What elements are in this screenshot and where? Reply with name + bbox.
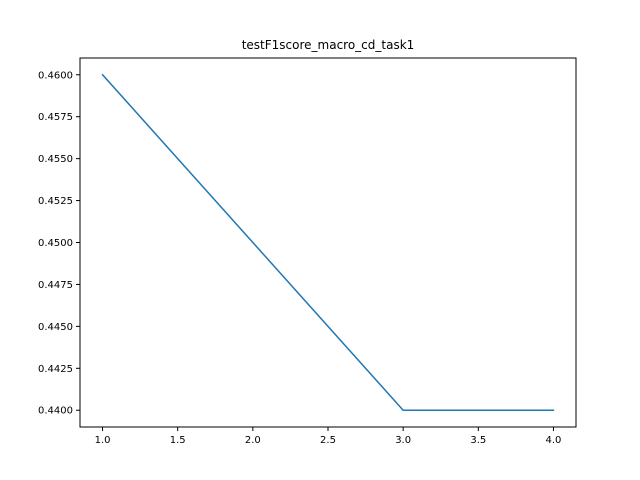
y-tick-label: 0.4575 [38,112,73,123]
y-tick-label: 0.4450 [38,322,73,333]
x-tick-label: 1.0 [95,435,111,446]
plot-area: 1.0 1.5 2.0 2.5 3.0 3.5 4.0 0.4400 0.4425 0.4450 0… [38,70,561,446]
y-tick-label: 0.4525 [38,196,73,207]
y-tick-label: 0.4550 [38,154,73,165]
y-tick-label: 0.4500 [38,238,73,249]
y-tick-label: 0.4600 [38,70,73,81]
plot-frame [79,57,577,428]
x-tick-label: 2.5 [320,435,336,446]
y-tick-label: 0.4400 [38,406,73,417]
x-tick-label: 2.0 [245,435,261,446]
series-line-0 [101,73,555,411]
x-tick-label: 1.5 [170,435,186,446]
chart-title: testF1score_macro_cd_task1 [242,38,415,52]
x-tick-label: 3.0 [395,435,411,446]
x-tick-label: 4.0 [546,435,562,446]
y-tick-label: 0.4475 [38,280,73,291]
y-tick-label: 0.4425 [38,364,73,375]
x-tick-label: 3.5 [470,435,486,446]
